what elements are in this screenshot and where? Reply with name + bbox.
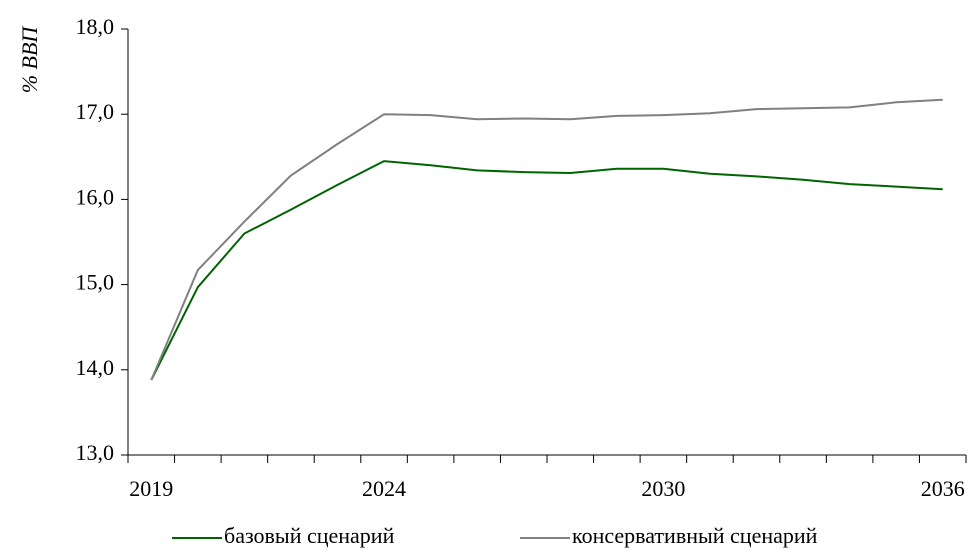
y-axis-label: % ВВП [17,26,42,94]
y-tick-label: 17,0 [76,99,115,124]
x-tick-label: 2019 [129,476,173,501]
y-tick-label: 18,0 [76,14,115,39]
y-tick-label: 14,0 [76,355,115,380]
x-tick-label: 2030 [641,476,685,501]
y-tick-label: 16,0 [76,184,115,209]
y-tick-label: 15,0 [76,270,115,295]
line-series [150,160,943,381]
x-tick-label: 2024 [362,476,406,501]
line-series [150,98,943,381]
x-tick-label: 2036 [921,476,965,501]
legend-label: консервативный сценарий [572,523,818,548]
legend-label: базовый сценарий [224,523,395,548]
y-tick-label: 13,0 [76,440,115,465]
